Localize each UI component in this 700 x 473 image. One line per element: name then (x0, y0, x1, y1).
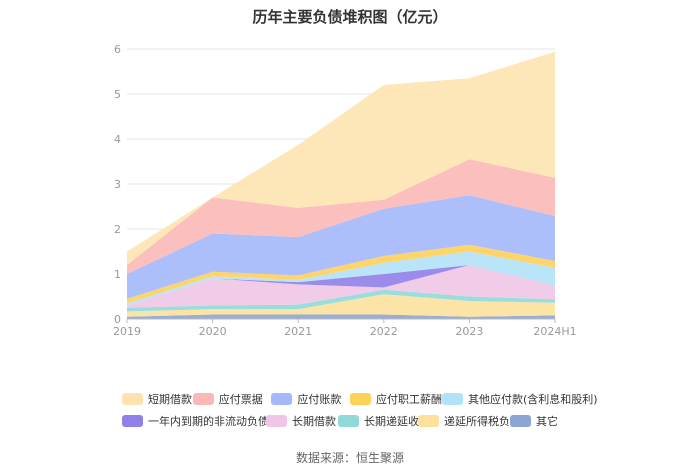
axes: 0 1 2 3 4 5 6 2019 2020 2021 2022 2023 2024H1 (113, 43, 577, 338)
y-tick-label: 1 (114, 268, 121, 281)
legend-label: 应付账款 (297, 393, 342, 406)
stacked-area-chart: 0 1 2 3 4 5 6 2019 2020 2021 2022 2023 2024H1 (113, 43, 577, 338)
legend-swatch (350, 393, 372, 405)
legend-swatch (122, 393, 143, 405)
legend-row: 一年内到期的非流动负债 长期借款 长期递延收益 递延所得税负债 其它 (122, 411, 592, 431)
legend-item[interactable]: 一年内到期的非流动负债 (122, 413, 269, 429)
legend-item[interactable]: 应付账款 (271, 391, 350, 407)
x-tick-label: 2024H1 (533, 325, 576, 338)
legend-swatch (418, 415, 439, 427)
legend-item[interactable]: 递延所得税负债 (418, 413, 521, 429)
legend-label: 长期递延收益 (364, 415, 430, 428)
chart-title: 历年主要负债堆积图（亿元） (252, 8, 448, 26)
legend-item[interactable]: 应付票据 (192, 391, 272, 407)
legend-swatch (192, 393, 214, 405)
legend-label: 其它 (536, 415, 558, 428)
y-tick-label: 3 (114, 178, 121, 191)
area-series (127, 51, 555, 266)
x-tick-label: 2021 (284, 325, 312, 338)
legend-item[interactable]: 长期递延收益 (338, 413, 430, 429)
x-tick-label: 2020 (199, 325, 227, 338)
legend-label: 其他应付款(含利息和股利) (468, 393, 598, 406)
y-tick-label: 6 (114, 43, 121, 56)
x-tick-label: 2023 (455, 325, 483, 338)
area-series (127, 265, 555, 308)
area-series (127, 265, 555, 306)
legend-row: 短期借款 应付票据 应付账款 应付职工薪酬 其他应付款(含利息和股利) (122, 389, 598, 409)
legend-swatch (442, 393, 464, 405)
area-series (127, 195, 555, 299)
area-series (127, 289, 555, 312)
legend-swatch (271, 393, 293, 405)
legend: 短期借款 应付票据 应付账款 应付职工薪酬 其他应付款(含利息和股利) 一年内到期的非流动… (122, 389, 598, 433)
y-tick-label: 5 (114, 88, 121, 101)
y-tick-label: 0 (114, 313, 121, 326)
legend-swatch (122, 415, 143, 427)
legend-item[interactable]: 应付职工薪酬 (350, 391, 442, 407)
legend-label: 长期借款 (292, 415, 336, 428)
area-series (127, 244, 555, 304)
y-tick-label: 2 (114, 223, 121, 236)
legend-item[interactable]: 短期借款 (122, 391, 193, 407)
x-tick-label: 2022 (370, 325, 398, 338)
legend-label: 短期借款 (148, 393, 192, 406)
area-series (127, 251, 555, 306)
area-series (127, 51, 555, 319)
legend-item[interactable]: 其他应付款(含利息和股利) (442, 391, 598, 407)
area-series (127, 294, 555, 317)
legend-swatch (266, 415, 287, 427)
legend-label: 应付票据 (218, 393, 263, 406)
data-source: 数据来源：恒生聚源 (295, 451, 404, 465)
legend-label: 应付职工薪酬 (376, 393, 443, 406)
x-tick-label: 2019 (113, 325, 141, 338)
legend-label: 一年内到期的非流动负债 (148, 415, 269, 428)
legend-item[interactable]: 其它 (510, 413, 558, 429)
legend-label: 递延所得税负债 (444, 415, 521, 428)
legend-swatch (510, 415, 531, 427)
y-tick-label: 4 (114, 133, 121, 146)
area-series (127, 159, 555, 274)
legend-swatch (338, 415, 359, 427)
legend-item[interactable]: 长期借款 (266, 413, 338, 429)
area-series (127, 314, 555, 319)
